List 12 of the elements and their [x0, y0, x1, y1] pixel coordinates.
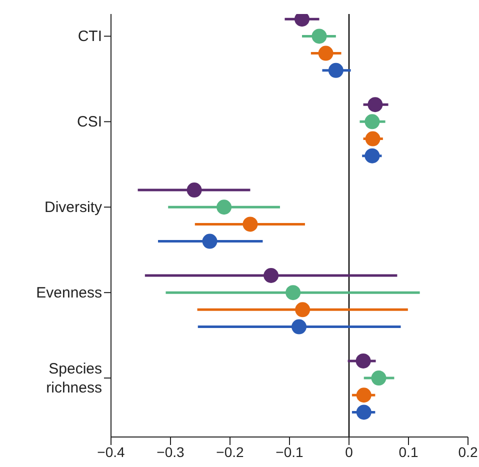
y-tick-label: Evenness	[36, 284, 102, 302]
y-tick-label: Diversity	[44, 198, 102, 216]
x-tick-label: −0.4	[97, 444, 126, 460]
x-tick-label: −0.1	[276, 444, 304, 460]
x-tick-label: −0.3	[156, 444, 185, 460]
y-tick-label: CTI	[78, 28, 102, 45]
x-tick-label: 0.2	[458, 444, 478, 460]
y-tick-label: Species richness	[46, 360, 102, 396]
x-tick-label: 0	[345, 444, 354, 460]
x-tick-label: −0.2	[216, 444, 244, 460]
y-tick-label: CSI	[76, 113, 102, 130]
x-tick-label: 0.1	[398, 444, 418, 460]
